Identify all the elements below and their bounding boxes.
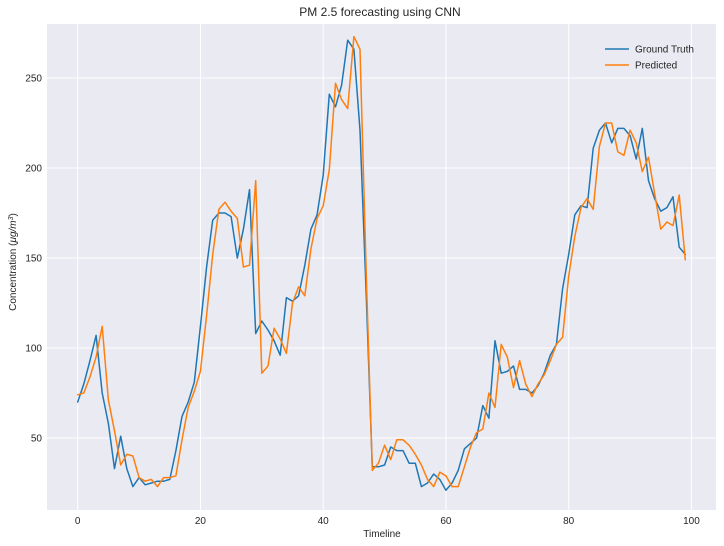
x-tick-label: 100 (683, 516, 700, 527)
y-tick-label: 200 (25, 164, 42, 175)
grid-lines (47, 24, 716, 510)
y-tick-label: 100 (25, 344, 42, 355)
y-tick-label: 150 (25, 254, 42, 265)
series-line-predicted (76, 35, 687, 488)
y-axis-label-exp: 3 (8, 216, 15, 220)
legend-label: Ground Truth (635, 45, 694, 56)
chart-title: PM 2.5 forecasting using CNN (299, 5, 460, 19)
x-axis-label: Timeline (363, 529, 401, 540)
y-axis-label: Concentration (μg/m3) (8, 213, 20, 311)
x-tick-label: 20 (195, 516, 207, 527)
y-tick-labels: 50 100 150 200 250 (25, 74, 42, 445)
legend-label: Predicted (635, 61, 677, 72)
y-axis-label-main: Concentration ( (8, 242, 19, 311)
x-tick-label: 80 (563, 516, 575, 527)
x-tick-labels: 0 20 40 60 80 100 (75, 516, 700, 527)
y-axis-label-unit: μg/m (8, 220, 19, 243)
series-line-ground-truth (76, 39, 687, 491)
series-lines (76, 35, 687, 491)
y-tick-label: 50 (31, 434, 43, 445)
y-axis-label-close: ) (8, 213, 19, 216)
y-tick-label: 250 (25, 74, 42, 85)
plot-area (47, 24, 716, 510)
x-tick-label: 60 (440, 516, 452, 527)
x-tick-label: 0 (75, 516, 81, 527)
x-tick-label: 40 (318, 516, 330, 527)
legend: Ground Truth Predicted (605, 45, 694, 72)
